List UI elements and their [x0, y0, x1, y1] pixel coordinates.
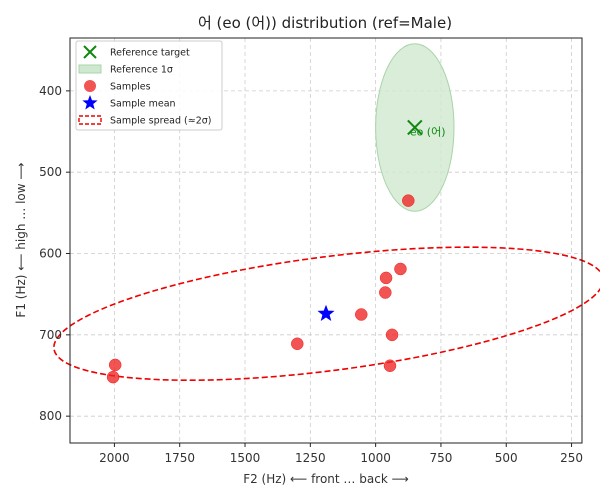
y-tick-label: 600	[39, 247, 62, 261]
legend-label: Reference 1σ	[110, 65, 173, 76]
legend-label: Reference target	[110, 48, 190, 59]
sample-point	[402, 194, 415, 207]
x-tick-label: 250	[560, 451, 583, 465]
chart-title: 어 (eo (어)) distribution (ref=Male)	[198, 14, 452, 32]
legend: Reference target Reference 1σ Samples Sampl…	[75, 40, 223, 131]
sample-point	[379, 286, 392, 299]
legend-swatch-reference-sd	[78, 64, 102, 74]
spread-layer	[53, 246, 600, 382]
x-tick-label: 1750	[164, 451, 195, 465]
legend-swatch-reference-target	[83, 45, 97, 59]
y-axis-label: F1 (Hz) ⟵ high … low ⟶	[14, 162, 28, 317]
legend-swatch-samples	[84, 80, 96, 92]
x-tick-label: 1500	[230, 451, 261, 465]
sample-point	[106, 370, 120, 384]
grid	[70, 38, 582, 443]
x-tick-label: 1000	[360, 451, 391, 465]
reference-annotation: eo (어)	[410, 125, 446, 138]
legend-swatch-spread	[78, 115, 102, 125]
y-tick-label: 700	[39, 328, 62, 342]
x-tick-label: 750	[429, 451, 452, 465]
sample-spread-ellipse	[53, 246, 600, 382]
legend-label: Samples	[110, 82, 151, 93]
sample-mean-marker	[317, 304, 335, 321]
x-tick-label: 1250	[295, 451, 326, 465]
reference-layer: eo (어)	[375, 43, 455, 212]
sample-point	[394, 262, 407, 276]
sample-point	[291, 337, 304, 351]
reference-target-marker	[407, 119, 423, 136]
legend-swatch-mean	[82, 95, 98, 110]
sample-point	[385, 328, 399, 342]
y-tick-label: 400	[39, 84, 62, 98]
sample-point	[108, 358, 122, 372]
y-tick-label: 500	[39, 165, 62, 179]
sample-point	[383, 359, 397, 372]
plot-frame	[69, 37, 583, 444]
legend-box	[75, 40, 223, 131]
mean-layer	[317, 304, 335, 321]
legend-label: Sample spread (≈2σ)	[110, 116, 211, 127]
y-tick-label: 800	[39, 409, 62, 423]
x-tick-label: 2000	[99, 451, 130, 465]
x-tick-label: 500	[495, 451, 518, 465]
sample-point	[355, 308, 368, 321]
sample-point	[379, 271, 393, 285]
legend-label: Sample mean	[110, 99, 176, 110]
samples-layer	[106, 194, 415, 384]
x-axis-label: F2 (Hz) ⟵ front … back ⟶	[243, 472, 409, 486]
ticks: 2000 1750 1500 1250 1000 750 500 250 400 500 600 70…	[39, 84, 583, 465]
